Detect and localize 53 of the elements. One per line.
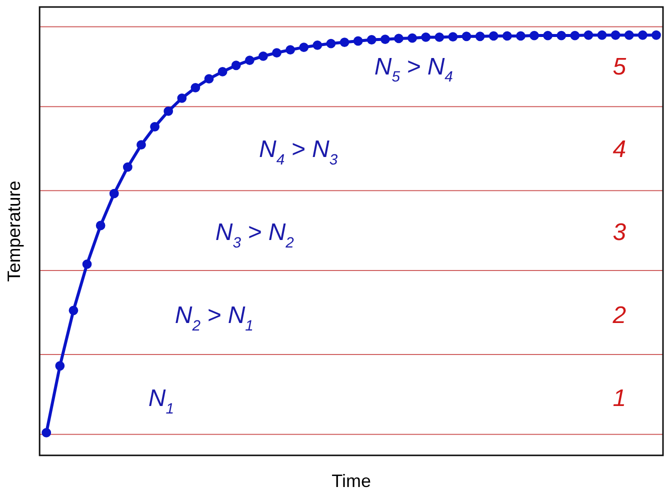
- point: [488, 31, 498, 41]
- point: [556, 30, 566, 40]
- point: [218, 66, 228, 76]
- point: [516, 31, 526, 41]
- y-axis-title: Temperature: [4, 180, 24, 282]
- point: [448, 32, 458, 42]
- annotation: 5: [612, 53, 627, 80]
- point: [584, 30, 594, 40]
- point: [380, 34, 390, 44]
- point: [231, 60, 241, 70]
- point: [340, 38, 350, 47]
- x-axis-title: Time: [332, 471, 371, 492]
- annotation: 2: [612, 302, 626, 330]
- point: [68, 306, 78, 316]
- point: [502, 31, 512, 41]
- annotation: 1: [612, 385, 626, 412]
- point: [394, 34, 404, 44]
- point: [408, 33, 417, 43]
- point: [610, 30, 620, 40]
- point: [312, 40, 322, 50]
- point: [286, 45, 296, 55]
- point: [638, 30, 648, 40]
- point: [624, 30, 634, 40]
- point: [82, 259, 92, 269]
- point: [597, 30, 607, 40]
- point: [570, 30, 580, 40]
- point: [150, 122, 160, 132]
- point: [652, 30, 661, 40]
- point: [177, 93, 187, 103]
- point: [55, 361, 65, 371]
- point: [475, 32, 485, 42]
- point: [353, 36, 363, 46]
- point: [96, 220, 106, 230]
- point: [299, 42, 309, 52]
- annotation: 3: [612, 219, 627, 246]
- point: [434, 32, 444, 42]
- annotation: 4: [612, 136, 626, 164]
- point: [164, 106, 174, 116]
- point: [42, 428, 52, 438]
- point: [421, 32, 431, 42]
- point: [204, 74, 214, 84]
- point: [543, 30, 553, 40]
- point: [258, 51, 268, 61]
- point: [136, 140, 146, 150]
- point: [462, 32, 472, 42]
- point: [244, 56, 254, 66]
- point: [109, 188, 119, 198]
- point: [530, 30, 539, 40]
- point: [366, 35, 376, 44]
- point: [326, 38, 336, 48]
- point: [190, 82, 200, 92]
- point: [122, 162, 132, 172]
- point: [272, 48, 282, 58]
